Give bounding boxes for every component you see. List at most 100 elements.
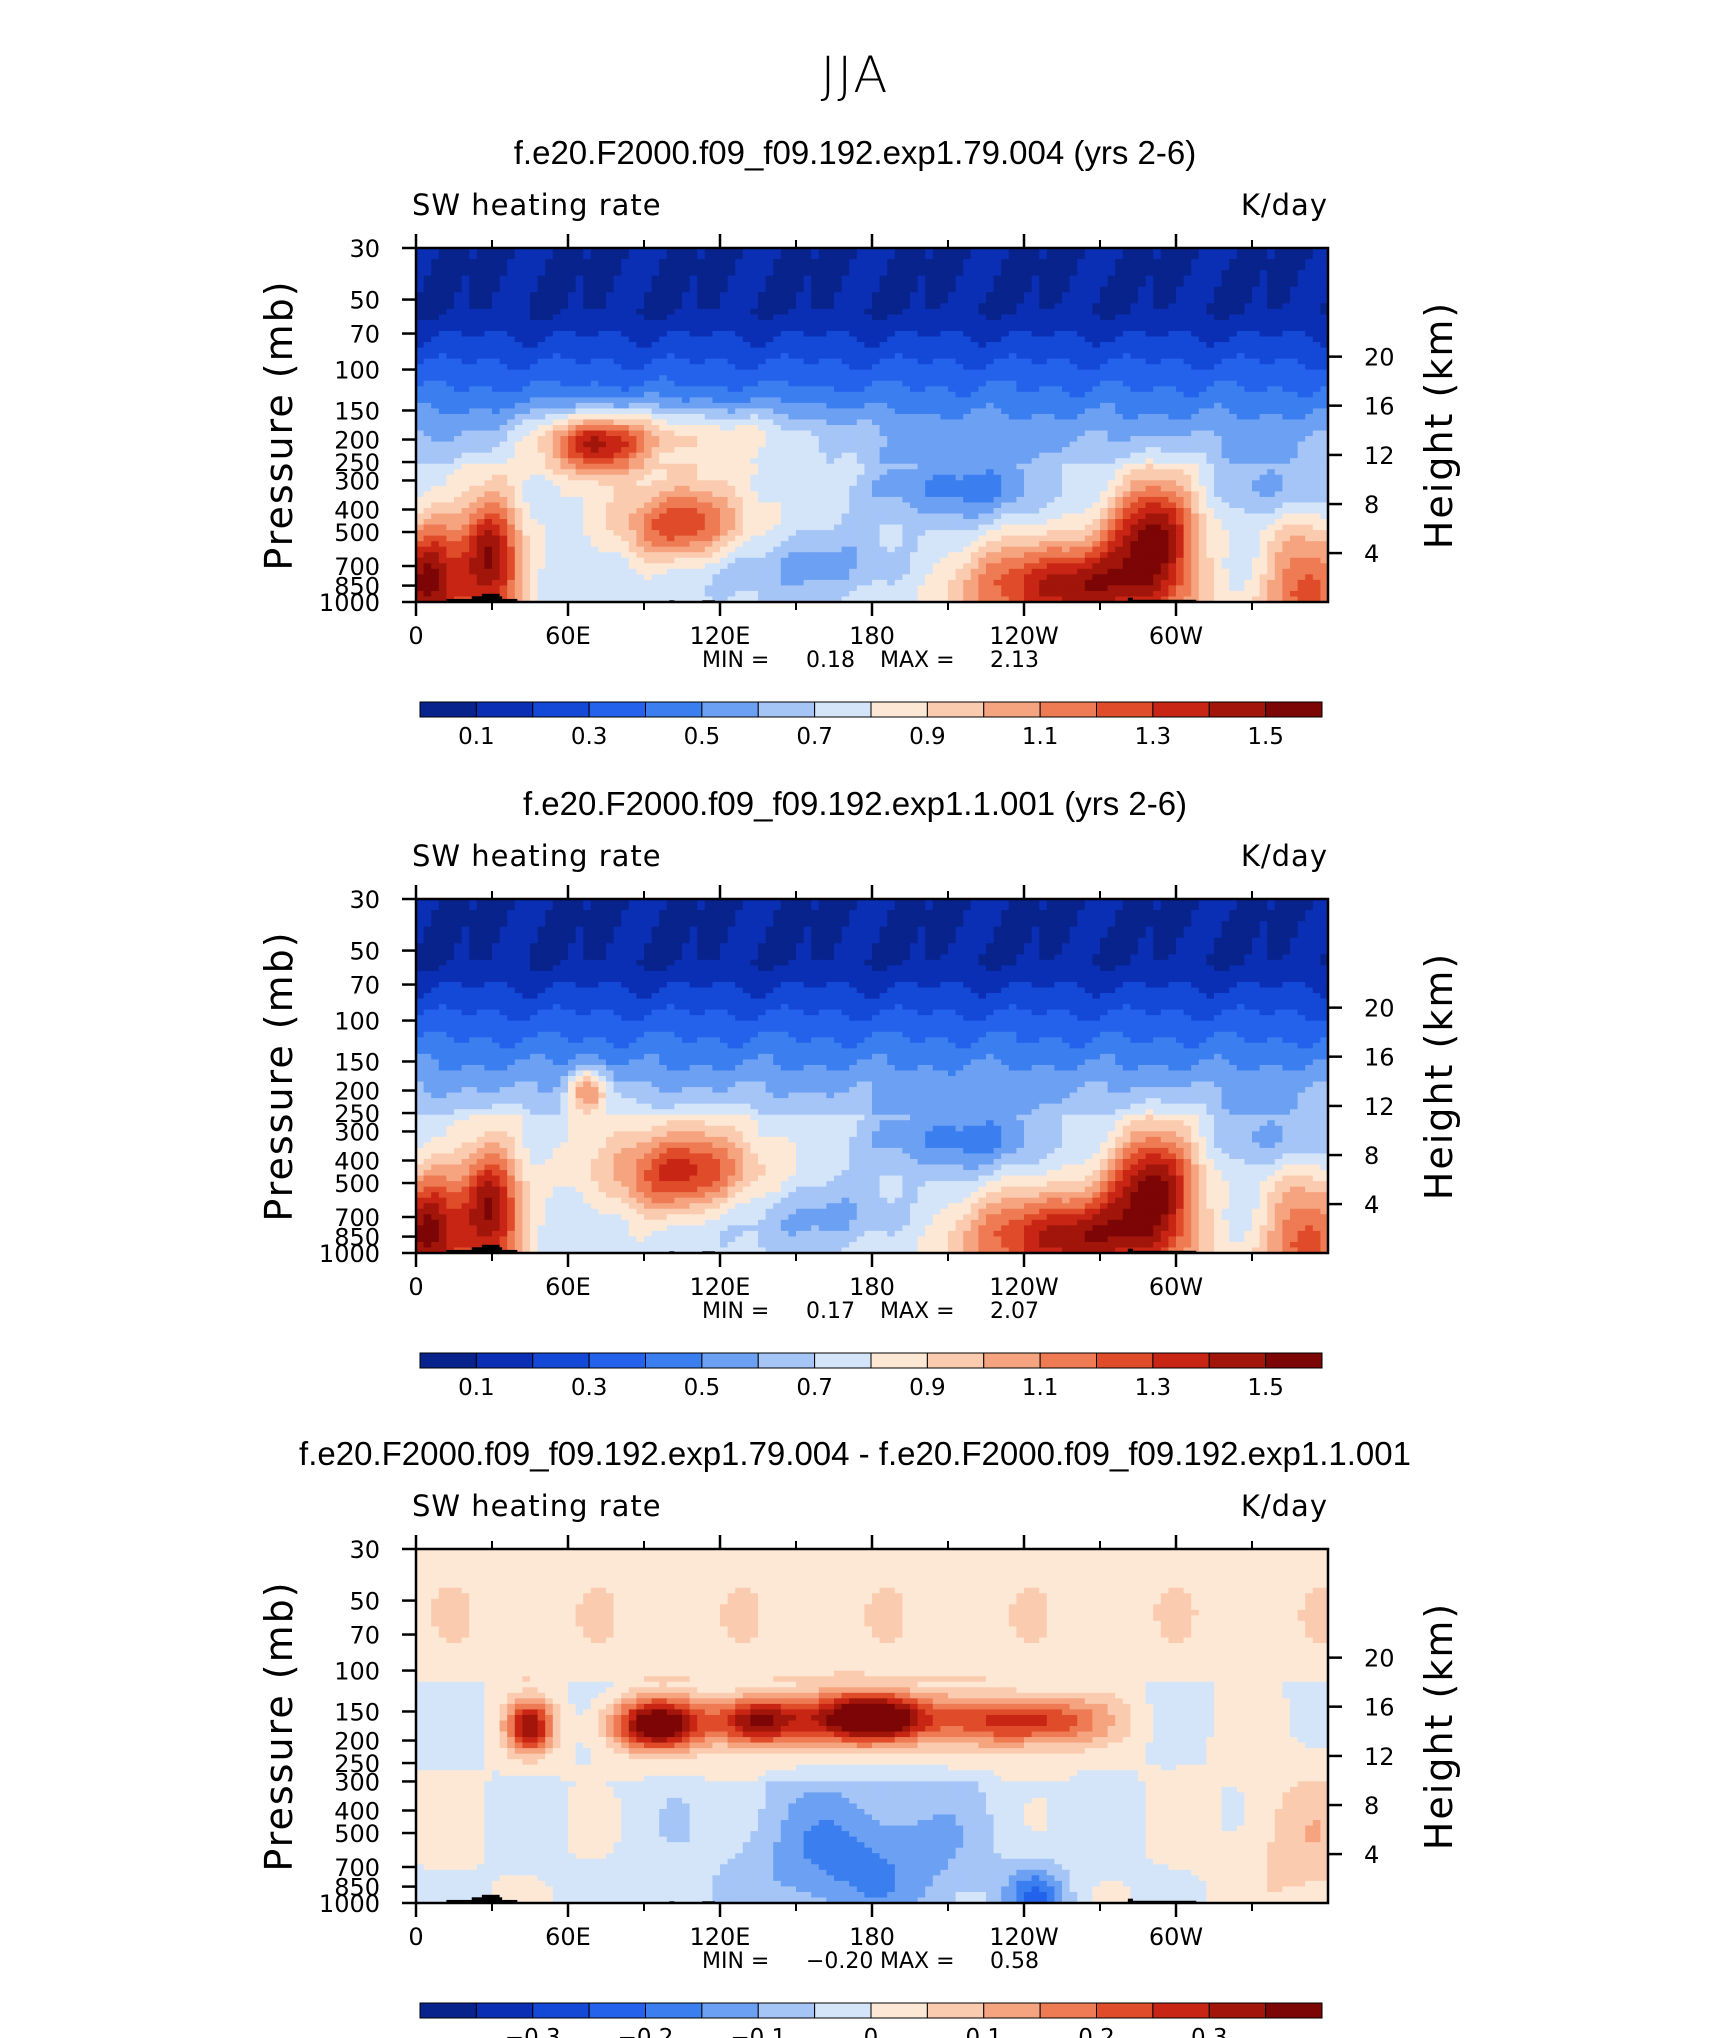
heatmap-cell [1199,265,1207,271]
heatmap-cell [1062,309,1070,315]
heatmap-cell [439,392,447,398]
heatmap-cell [834,320,842,326]
heatmap-cell [682,298,690,304]
heatmap-cell [659,259,667,265]
heatmap-cell [1054,265,1062,271]
heatmap-cell [994,386,1002,392]
heatmap-cell [1305,464,1313,470]
heatmap-cell [1062,292,1070,298]
heatmap-cell [1024,309,1032,315]
heatmap-cell [1100,447,1108,453]
heatmap-cell [887,414,895,420]
heatmap-cell [872,397,880,403]
heatmap-cell [743,331,751,337]
heatmap-cell [773,370,781,376]
heatmap-cell [492,408,500,414]
heatmap-cell [1085,364,1093,370]
heatmap-cell [560,408,568,414]
heatmap-cell [1244,270,1252,276]
heatmap-cell [1176,359,1184,365]
heatmap-cell [454,397,462,403]
heatmap-cell [842,419,850,425]
heatmap-cell [644,364,652,370]
heatmap-cell [933,408,941,414]
heatmap-cell [1214,447,1222,453]
heatmap-cell [462,309,470,315]
heatmap-cell [507,414,515,420]
heatmap-cell [895,464,903,470]
heatmap-cell [971,419,979,425]
heatmap-cell [1229,425,1237,431]
heatmap-cell [1130,408,1138,414]
heatmap-cell [1153,265,1161,271]
heatmap-cell [515,287,523,293]
heatmap-cell [1244,431,1252,437]
heatmap-cell [766,265,774,271]
heatmap-cell [834,464,842,470]
heatmap-cell [1062,414,1070,420]
heatmap-cell [1130,447,1138,453]
heatmap-cell [1290,287,1298,293]
heatmap-cell [507,453,515,459]
heatmap-cell [500,292,508,298]
heatmap-cell [1199,447,1207,453]
heatmap-cell [1199,397,1207,403]
heatmap-cell [857,320,865,326]
heatmap-cell [1267,331,1275,337]
heatmap-cell [1085,419,1093,425]
heatmap-cell [1001,303,1009,309]
heatmap-cell [766,475,774,481]
heatmap-cell [712,386,720,392]
heatmap-cell [1313,392,1321,398]
heatmap-cell [1184,303,1192,309]
heatmap-cell [614,453,622,459]
heatmap-cell [773,403,781,409]
heatmap-cell [477,276,485,282]
heatmap-cell [469,375,477,381]
heatmap-cell [1100,414,1108,420]
heatmap-cell [1290,281,1298,287]
heatmap-cell [538,431,546,437]
heatmap-cell [804,381,812,387]
heatmap-cell [553,348,561,354]
heatmap-cell [682,475,690,481]
heatmap-cell [690,309,698,315]
heatmap-cell [994,381,1002,387]
heatmap-cell [515,392,523,398]
heatmap-cell [788,359,796,365]
heatmap-cell [1176,314,1184,320]
variable-label: SW heating rate [412,188,662,222]
heatmap-cell [492,359,500,365]
heatmap-cell [591,414,599,420]
heatmap-cell [568,353,576,359]
heatmap-cell [1313,469,1321,475]
heatmap-cell [1244,392,1252,398]
heatmap-cell [872,386,880,392]
heatmap-cell [1123,309,1131,315]
heatmap-cell [614,370,622,376]
heatmap-cell [766,375,774,381]
heatmap-cell [1298,337,1306,343]
heatmap-cell [484,281,492,287]
heatmap-cell [454,408,462,414]
heatmap-cell [1161,314,1169,320]
heatmap-cell [606,320,614,326]
heatmap-cell [887,425,895,431]
heatmap-cell [477,292,485,298]
heatmap-cell [796,270,804,276]
heatmap-cell [1024,254,1032,260]
heatmap-cell [1176,337,1184,343]
heatmap-cell [538,342,546,348]
heatmap-cell [439,464,447,470]
heatmap-cell [1267,314,1275,320]
heatmap-cell [598,464,606,470]
heatmap-cell [735,292,743,298]
heatmap-cell [652,270,660,276]
heatmap-cell [1138,453,1146,459]
heatmap-cell [940,314,948,320]
heatmap-cell [560,325,568,331]
heatmap-cell [424,281,432,287]
heatmap-cell [857,475,865,481]
heatmap-cell [986,408,994,414]
heatmap-cell [1229,337,1237,343]
